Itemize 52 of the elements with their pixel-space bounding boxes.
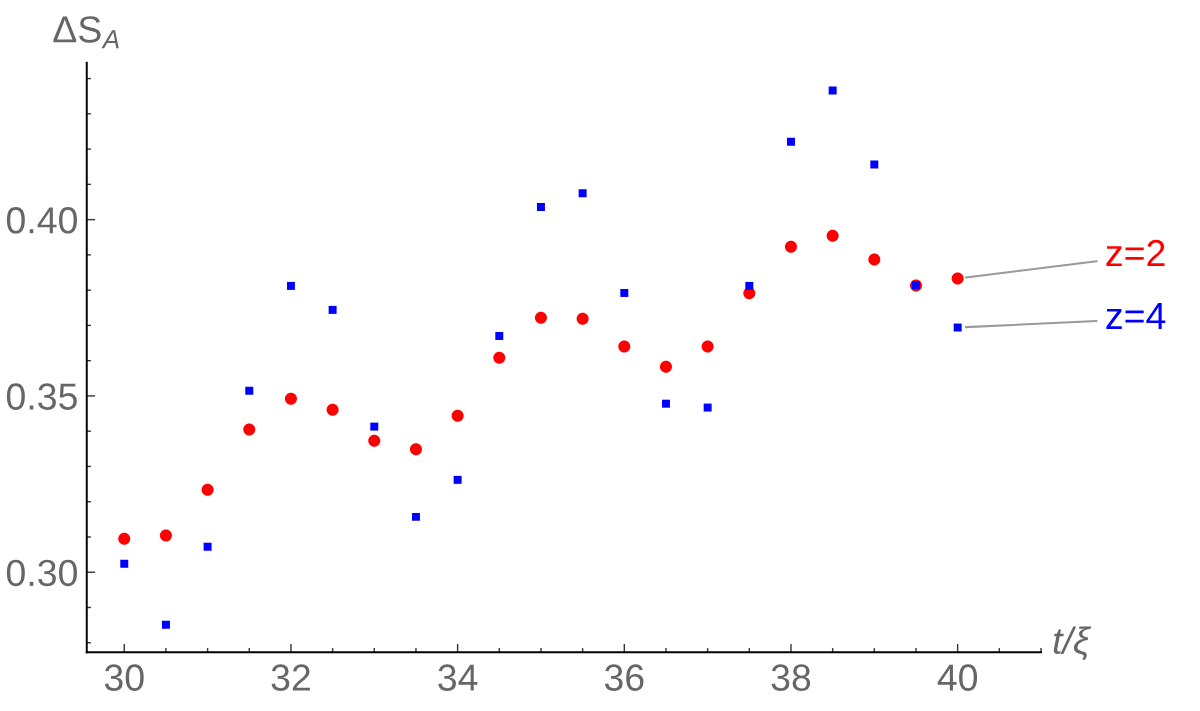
point	[243, 423, 256, 436]
point	[868, 253, 881, 266]
y-tick-label: 0.40	[6, 207, 77, 234]
point	[284, 392, 297, 405]
point	[620, 288, 629, 297]
point	[370, 422, 379, 431]
point	[953, 323, 962, 332]
point	[159, 529, 172, 542]
point	[745, 281, 754, 290]
point	[784, 240, 797, 253]
point	[368, 434, 381, 447]
x-axis-title: t/ξ	[1053, 626, 1092, 661]
y-axis-title: ΔS$_{A}$	[53, 16, 119, 49]
point	[951, 272, 964, 285]
point	[701, 340, 714, 353]
point	[786, 137, 795, 146]
point	[451, 409, 464, 422]
y-tick-label: 0.30	[6, 559, 77, 587]
point	[826, 229, 839, 242]
x-tick-label: 36	[604, 664, 644, 691]
point	[534, 311, 547, 324]
point	[201, 483, 214, 496]
point	[659, 360, 672, 373]
point	[245, 386, 254, 395]
y-tick-label: 0.35	[6, 383, 77, 410]
point	[120, 559, 129, 568]
x-tick-label: 30	[104, 664, 144, 691]
x-tick-label: 38	[771, 664, 811, 691]
point	[328, 305, 337, 314]
point	[118, 532, 131, 545]
text: z=4	[1106, 303, 1166, 329]
point	[326, 403, 339, 416]
x-tick-label: 40	[937, 664, 978, 691]
x-tick-label: 34	[438, 664, 478, 691]
point	[409, 443, 422, 456]
point	[703, 403, 712, 412]
point	[493, 351, 506, 364]
text: z=2	[1106, 239, 1165, 266]
point	[286, 281, 295, 290]
point	[453, 475, 462, 484]
point	[203, 542, 212, 551]
x-tick-label: 32	[271, 664, 310, 691]
point	[411, 512, 420, 521]
point	[536, 202, 545, 211]
point	[578, 189, 587, 198]
point	[495, 331, 504, 340]
point	[828, 86, 837, 95]
point	[870, 160, 879, 169]
point	[576, 312, 589, 325]
point	[661, 399, 670, 408]
point	[618, 340, 631, 353]
point	[161, 620, 170, 629]
